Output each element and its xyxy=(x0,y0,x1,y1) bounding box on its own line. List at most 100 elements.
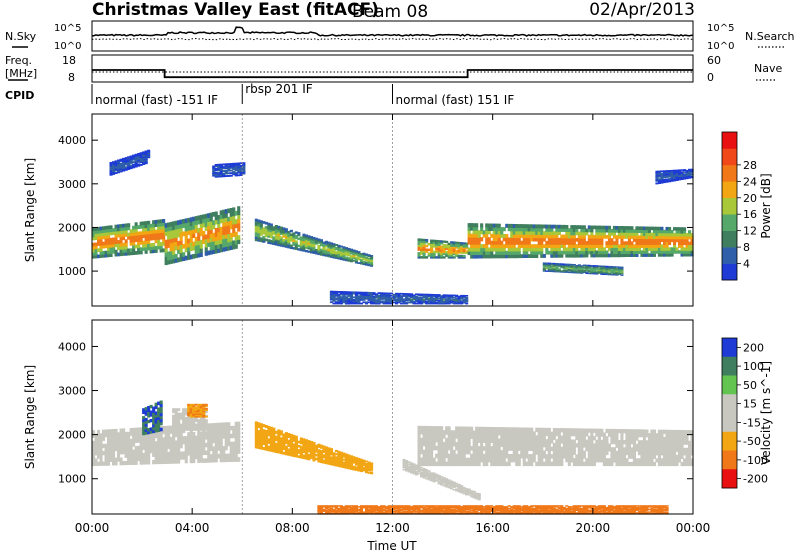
heatmap-cell xyxy=(269,436,273,440)
heatmap-cell xyxy=(673,170,677,173)
heatmap-cell xyxy=(169,234,173,240)
heatmap-cell xyxy=(502,237,506,242)
heatmap-cell xyxy=(602,265,606,268)
heatmap-cell xyxy=(567,263,571,266)
heatmap-cell xyxy=(515,442,519,447)
heatmap-cell xyxy=(177,421,181,425)
heatmap-cell xyxy=(217,175,221,178)
heatmap-cell xyxy=(312,240,316,243)
heatmap-cell xyxy=(114,428,118,434)
heatmap-cell xyxy=(557,231,561,236)
heatmap-cell xyxy=(139,158,143,161)
heatmap-cell xyxy=(597,266,601,268)
heatmap-cell xyxy=(570,446,574,452)
heatmap-cell xyxy=(525,247,529,252)
heatmap-cell xyxy=(127,156,131,159)
heatmap-cell xyxy=(615,229,619,233)
heatmap-cell xyxy=(620,247,624,251)
heatmap-cell xyxy=(585,250,589,255)
heatmap-cell xyxy=(339,465,343,468)
heatmap-cell xyxy=(99,461,103,466)
heatmap-cell xyxy=(132,232,136,236)
heatmap-cell xyxy=(427,300,431,303)
heatmap-cell xyxy=(199,419,203,422)
heatmap-cell xyxy=(167,437,171,442)
heatmap-cell xyxy=(472,450,476,455)
heatmap-cell xyxy=(555,247,559,252)
heatmap-cell xyxy=(390,292,394,295)
heatmap-cell xyxy=(232,166,236,169)
heatmap-cell xyxy=(535,234,539,239)
heatmap-cell xyxy=(154,452,158,457)
heatmap-cell xyxy=(495,240,499,245)
heatmap-cell xyxy=(550,224,554,229)
heatmap-cell xyxy=(385,302,389,305)
heatmap-cell xyxy=(685,238,689,243)
heatmap-cell xyxy=(284,235,288,239)
heatmap-cell xyxy=(637,238,641,242)
heatmap-cell xyxy=(172,258,176,264)
heatmap-cell xyxy=(597,244,601,248)
heatmap-cell xyxy=(422,429,426,435)
heatmap-cell xyxy=(457,457,461,463)
heatmap-cell xyxy=(675,178,679,180)
heatmap-cell xyxy=(134,165,138,168)
heatmap-cell xyxy=(337,249,341,251)
heatmap-cell xyxy=(577,446,581,452)
heatmap-cell xyxy=(582,439,586,444)
heatmap-cell xyxy=(552,458,556,463)
heatmap-cell xyxy=(517,227,521,232)
heatmap-cell xyxy=(497,438,501,443)
heatmap-cell xyxy=(605,225,609,230)
heatmap-cell xyxy=(214,211,218,217)
heatmap-cell xyxy=(565,439,569,444)
heatmap-cell xyxy=(673,169,677,172)
heatmap-cell xyxy=(485,233,489,238)
heatmap-cell xyxy=(547,244,551,249)
heatmap-cell xyxy=(517,240,521,245)
heatmap-cell xyxy=(167,239,171,244)
heatmap-cell xyxy=(592,267,596,270)
heatmap-cell xyxy=(207,454,211,459)
heatmap-cell xyxy=(422,244,426,248)
heatmap-cell xyxy=(572,225,576,229)
heatmap-cell xyxy=(202,239,206,244)
heatmap-cell xyxy=(149,236,153,241)
heatmap-cell xyxy=(557,263,561,265)
heatmap-cell xyxy=(209,427,213,432)
heatmap-cell xyxy=(450,438,454,443)
heatmap-cell xyxy=(557,228,561,232)
heatmap-cell xyxy=(570,454,574,459)
heatmap-cell xyxy=(582,253,586,258)
heatmap-cell xyxy=(457,298,461,300)
heatmap-cell xyxy=(229,163,233,165)
heatmap-cell xyxy=(505,250,509,255)
heatmap-cell xyxy=(282,235,286,238)
heatmap-cell xyxy=(347,297,351,300)
heatmap-cell xyxy=(144,230,148,235)
heatmap-cell xyxy=(122,435,126,440)
heatmap-cell xyxy=(192,410,196,413)
heatmap-cell xyxy=(299,447,303,451)
heatmap-cell xyxy=(655,176,659,178)
heatmap-cell xyxy=(665,178,669,181)
heatmap-cell xyxy=(417,293,421,296)
heatmap-cell xyxy=(214,174,218,177)
heatmap-cell xyxy=(400,302,404,305)
heatmap-cell xyxy=(452,246,456,249)
heatmap-cell xyxy=(400,295,404,297)
heatmap-cell xyxy=(597,450,601,456)
heatmap-cell xyxy=(652,250,656,254)
heatmap-cell xyxy=(294,452,298,456)
heatmap-cell xyxy=(690,176,694,179)
heatmap-cell xyxy=(317,248,321,251)
heatmap-cell xyxy=(239,165,243,167)
heatmap-cell xyxy=(560,264,564,266)
heatmap-cell xyxy=(164,429,168,434)
heatmap-cell xyxy=(204,217,208,223)
heatmap-cell xyxy=(122,245,126,250)
heatmap-cell xyxy=(302,245,306,249)
heatmap-cell xyxy=(462,434,466,439)
heatmap-cell xyxy=(567,432,571,437)
heatmap-cell xyxy=(354,254,358,256)
